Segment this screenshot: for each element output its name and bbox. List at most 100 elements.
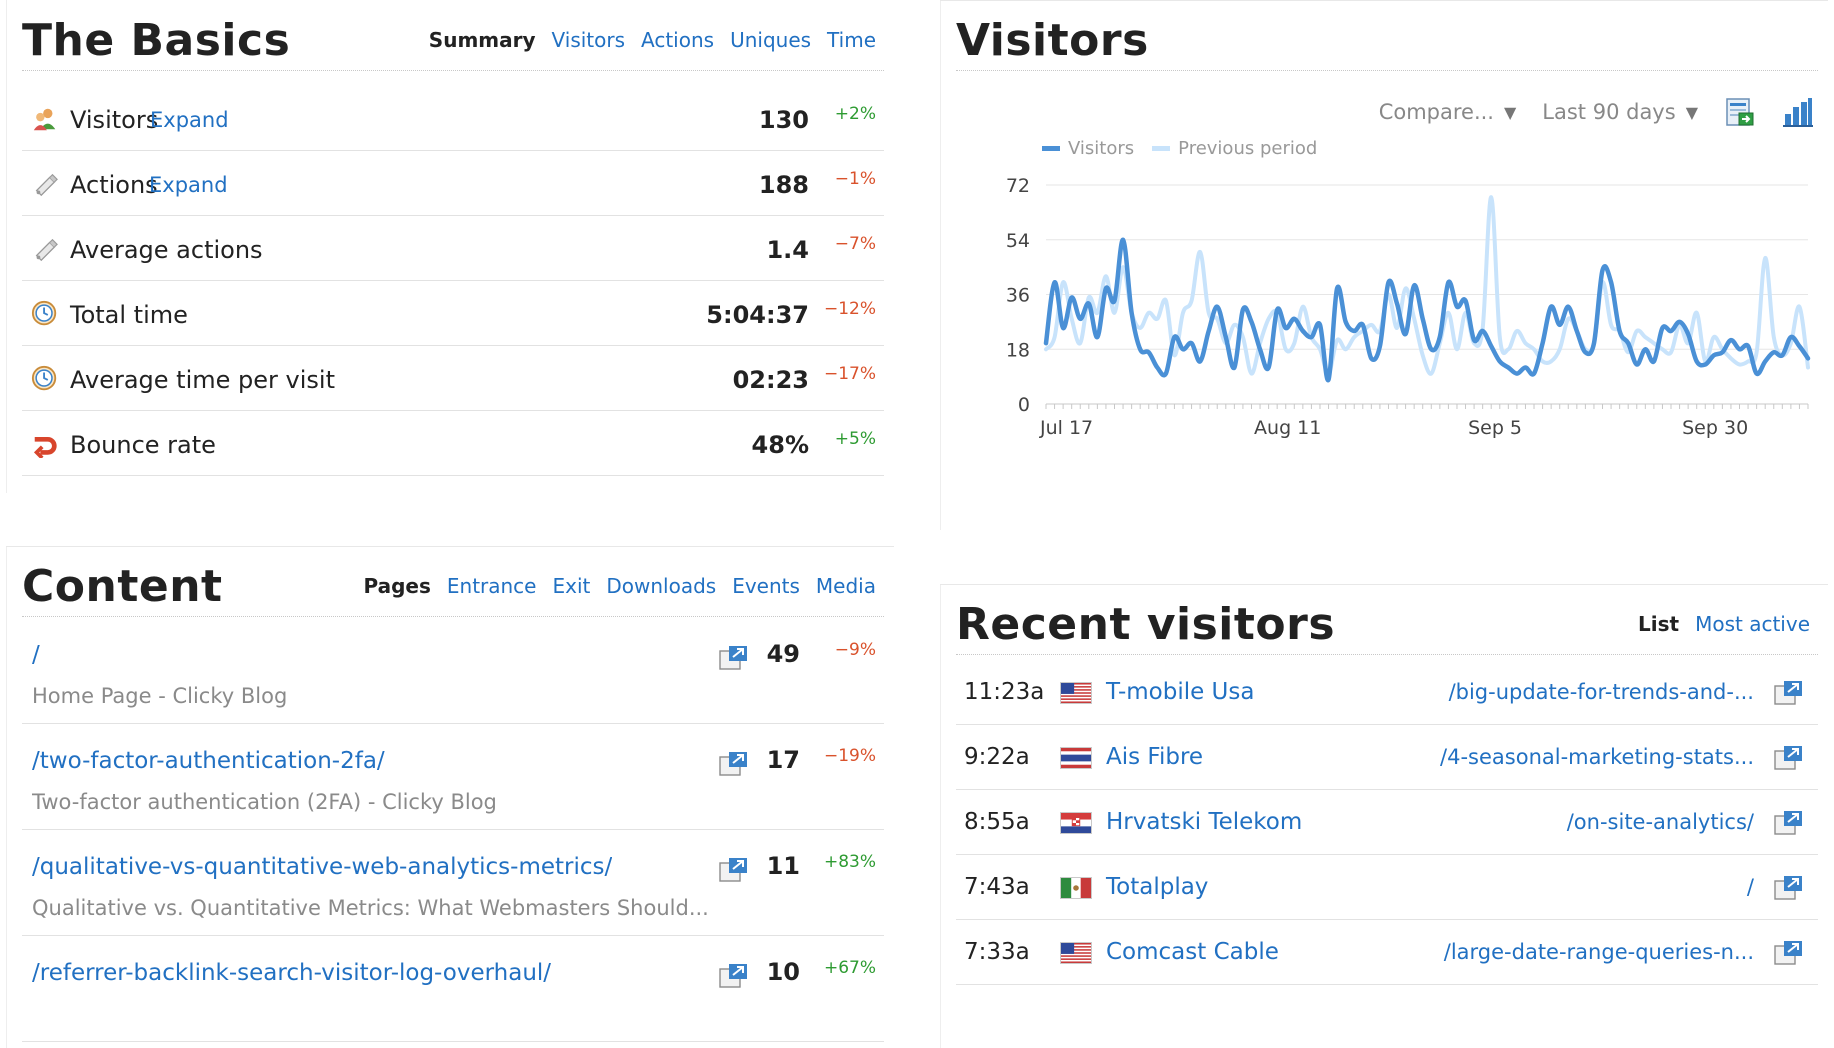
landing-page-link[interactable]: /4-seasonal-marketing-stats... (1440, 745, 1754, 769)
tab-pages[interactable]: Pages (363, 574, 431, 598)
y-tick-label: 72 (1006, 175, 1030, 197)
tab-events[interactable]: Events (732, 574, 800, 598)
x-tick-label: Jul 17 (1039, 417, 1093, 439)
recent-visitor-row[interactable]: 8:55a Hrvatski Telekom/on-site-analytics/ (956, 790, 1818, 855)
tab-media[interactable]: Media (815, 574, 876, 598)
chart-toolbar: Compare... ▼ Last 90 days ▼ (1379, 92, 1814, 132)
isp-link[interactable]: Totalplay (1106, 874, 1209, 900)
recent-visitor-row[interactable]: 9:22a Ais Fibre/4-seasonal-marketing-stat… (956, 725, 1818, 790)
metric-value: 1.4 (766, 236, 809, 264)
metric-label: Visitors (70, 106, 159, 134)
open-external-icon[interactable] (1774, 940, 1804, 966)
legend-swatch (1042, 146, 1060, 151)
actions-icon (35, 173, 58, 197)
flag-mx-icon (1060, 877, 1092, 899)
y-tick-label: 54 (1006, 230, 1030, 252)
change-badge: −17% (823, 364, 876, 384)
open-external-icon[interactable] (1774, 680, 1804, 706)
basics-list: Visitors Expand 130 +2% Actions Expand 188 −1% A… (22, 86, 884, 476)
chevron-down-icon: ▼ (1503, 102, 1517, 122)
page-path-link[interactable]: /qualitative-vs-quantitative-web-analyti… (32, 854, 613, 880)
open-external-icon[interactable] (1774, 745, 1804, 771)
isp-link[interactable]: Comcast Cable (1106, 939, 1279, 965)
tab-most-active[interactable]: Most active (1695, 612, 1810, 636)
isp-link[interactable]: T-mobile Usa (1106, 679, 1255, 705)
basics-row[interactable]: Actions Expand 188 −1% (22, 151, 884, 216)
panel-divider (6, 546, 894, 547)
compare-dropdown[interactable]: Compare... ▼ (1379, 100, 1517, 124)
basics-row[interactable]: Bounce rate 48% +5% (22, 411, 884, 476)
tab-time[interactable]: Time (827, 28, 876, 52)
compare-label: Compare... (1378, 100, 1494, 124)
y-tick-label: 18 (1006, 339, 1030, 361)
metric-value: 48% (751, 431, 809, 459)
date-range-dropdown[interactable]: Last 90 days ▼ (1542, 100, 1698, 124)
tab-uniques[interactable]: Uniques (730, 28, 812, 52)
basics-row[interactable]: Average actions 1.4 −7% (22, 216, 884, 281)
clock-icon (31, 300, 57, 326)
panel-divider (6, 546, 7, 1048)
x-tick-label: Sep 30 (1682, 417, 1748, 439)
export-icon[interactable] (1724, 96, 1756, 128)
basics-header: The Basics Summary Visitors Actions Uniq… (22, 0, 884, 71)
page-views-value: 17 (766, 746, 800, 774)
landing-page-link[interactable]: /on-site-analytics/ (1566, 810, 1754, 834)
recent-tabs: List Most active (1638, 612, 1810, 636)
change-badge: −7% (834, 234, 876, 254)
visit-time: 7:43a (964, 874, 1030, 900)
bar-chart-icon[interactable] (1782, 96, 1814, 128)
basics-tabs: Summary Visitors Actions Uniques Time (429, 28, 876, 52)
metric-label: Total time (70, 301, 188, 329)
visit-time: 8:55a (964, 809, 1030, 835)
tab-visitors[interactable]: Visitors (551, 28, 626, 52)
open-external-icon[interactable] (1774, 875, 1804, 901)
tab-list[interactable]: List (1638, 612, 1680, 636)
page-path-link[interactable]: / (32, 642, 40, 668)
recent-visitor-row[interactable]: 7:33a Comcast Cable/large-date-range-quer… (956, 920, 1818, 985)
panel-divider (940, 584, 941, 1048)
basics-row[interactable]: Total time 5:04:37 −12% (22, 281, 884, 346)
landing-page-link[interactable]: / (1746, 875, 1754, 899)
tab-actions[interactable]: Actions (641, 28, 715, 52)
legend-item-visitors[interactable]: Visitors (1042, 138, 1134, 159)
open-external-icon[interactable] (1774, 810, 1804, 836)
open-external-icon[interactable] (719, 963, 749, 989)
tab-entrance[interactable]: Entrance (446, 574, 537, 598)
y-tick-label: 0 (1018, 394, 1030, 416)
expand-link[interactable]: Expand (149, 173, 228, 197)
open-external-icon[interactable] (719, 857, 749, 883)
isp-link[interactable]: Hrvatski Telekom (1106, 809, 1303, 835)
basics-row[interactable]: Visitors Expand 130 +2% (22, 86, 884, 151)
legend-item-previous-period[interactable]: Previous period (1152, 138, 1317, 159)
chart-legend: Visitors Previous period (1042, 138, 1317, 159)
metric-value: 5:04:37 (706, 301, 809, 329)
change-badge: +83% (823, 852, 876, 872)
panel-divider (940, 0, 941, 530)
open-external-icon[interactable] (719, 645, 749, 671)
isp-link[interactable]: Ais Fibre (1106, 744, 1204, 770)
tab-summary[interactable]: Summary (428, 28, 536, 52)
tab-exit[interactable]: Exit (552, 574, 591, 598)
tab-downloads[interactable]: Downloads (606, 574, 717, 598)
metric-label: Actions (70, 171, 158, 199)
basics-row[interactable]: Average time per visit 02:23 −17% (22, 346, 884, 411)
recent-visitor-row[interactable]: 11:23a T-mobile Usa/big-update-for-trends… (956, 660, 1818, 725)
clock-icon (31, 365, 57, 391)
content-header: Content Pages Entrance Exit Downloads Ev… (22, 546, 884, 617)
expand-link[interactable]: Expand (150, 108, 229, 132)
page-title-text: Two-factor authentication (2FA) - Clicky… (32, 790, 497, 814)
open-external-icon[interactable] (719, 751, 749, 777)
metric-label: Average actions (70, 236, 263, 264)
legend-swatch (1152, 146, 1171, 151)
landing-page-link[interactable]: /large-date-range-queries-n... (1443, 940, 1754, 964)
legend-label: Previous period (1178, 138, 1318, 159)
bounce-icon (33, 437, 57, 458)
page-views-value: 10 (766, 958, 800, 986)
landing-page-link[interactable]: /big-update-for-trends-and-... (1448, 680, 1754, 704)
visit-time: 7:33a (964, 939, 1030, 965)
page-path-link[interactable]: /two-factor-authentication-2fa/ (32, 748, 385, 774)
page-views-value: 49 (766, 640, 800, 668)
metric-label: Bounce rate (70, 431, 216, 459)
page-path-link[interactable]: /referrer-backlink-search-visitor-log-ov… (32, 960, 552, 986)
recent-visitor-row[interactable]: 7:43a Totalplay / (956, 855, 1818, 920)
